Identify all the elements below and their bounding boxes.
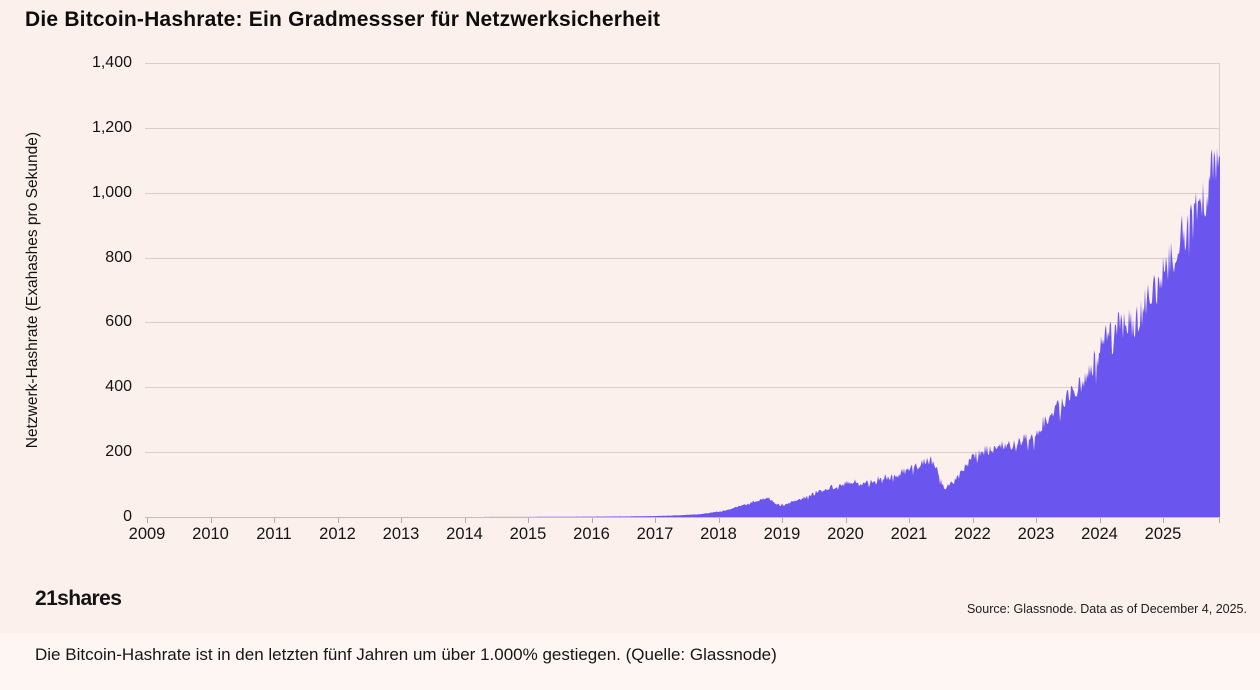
- x-tick-label: 2010: [192, 525, 229, 543]
- hashrate-area-chart: [145, 63, 1221, 525]
- source-note: Source: Glassnode. Data as of December 4…: [966, 602, 1247, 616]
- hashrate-area-series: [145, 147, 1220, 518]
- chart-title: Die Bitcoin-Hashrate: Ein Gradmessser fü…: [25, 8, 661, 31]
- x-tick-label: 2017: [636, 525, 674, 543]
- y-tick-label: 600: [105, 313, 132, 331]
- footer-strip: [0, 633, 1260, 690]
- y-tick-label: 800: [105, 248, 132, 266]
- x-tick-label: 2009: [128, 525, 166, 543]
- chart-caption: Die Bitcoin-Hashrate ist in den letzten …: [35, 645, 777, 664]
- x-tick-label: 2018: [700, 525, 737, 543]
- hashrate-area-svg: [145, 63, 1220, 523]
- y-tick-label: 200: [105, 443, 132, 461]
- x-tick-label: 2025: [1144, 525, 1182, 543]
- x-tick-label: 2011: [256, 525, 292, 543]
- x-tick-label: 2016: [573, 525, 610, 543]
- x-tick-label: 2024: [1081, 525, 1118, 543]
- 21shares-logo: 21shares: [35, 587, 122, 610]
- x-tick-label: 2023: [1017, 525, 1055, 543]
- y-tick-label: 1,400: [91, 54, 132, 71]
- y-tick-label: 0: [123, 508, 132, 525]
- x-tick-label: 2014: [446, 525, 483, 543]
- x-tick-label: 2015: [509, 525, 547, 543]
- x-tick-label: 2019: [763, 525, 801, 543]
- y-tick-label: 400: [105, 378, 132, 396]
- y-tick-label: 1,000: [91, 183, 132, 201]
- x-tick-label: 2020: [827, 525, 864, 543]
- y-tick-label: 1,200: [91, 118, 132, 136]
- x-tick-label: 2013: [382, 525, 420, 543]
- x-tick-label: 2021: [890, 525, 928, 543]
- x-tick-label: 2012: [319, 525, 356, 543]
- x-tick-label: 2022: [954, 525, 991, 543]
